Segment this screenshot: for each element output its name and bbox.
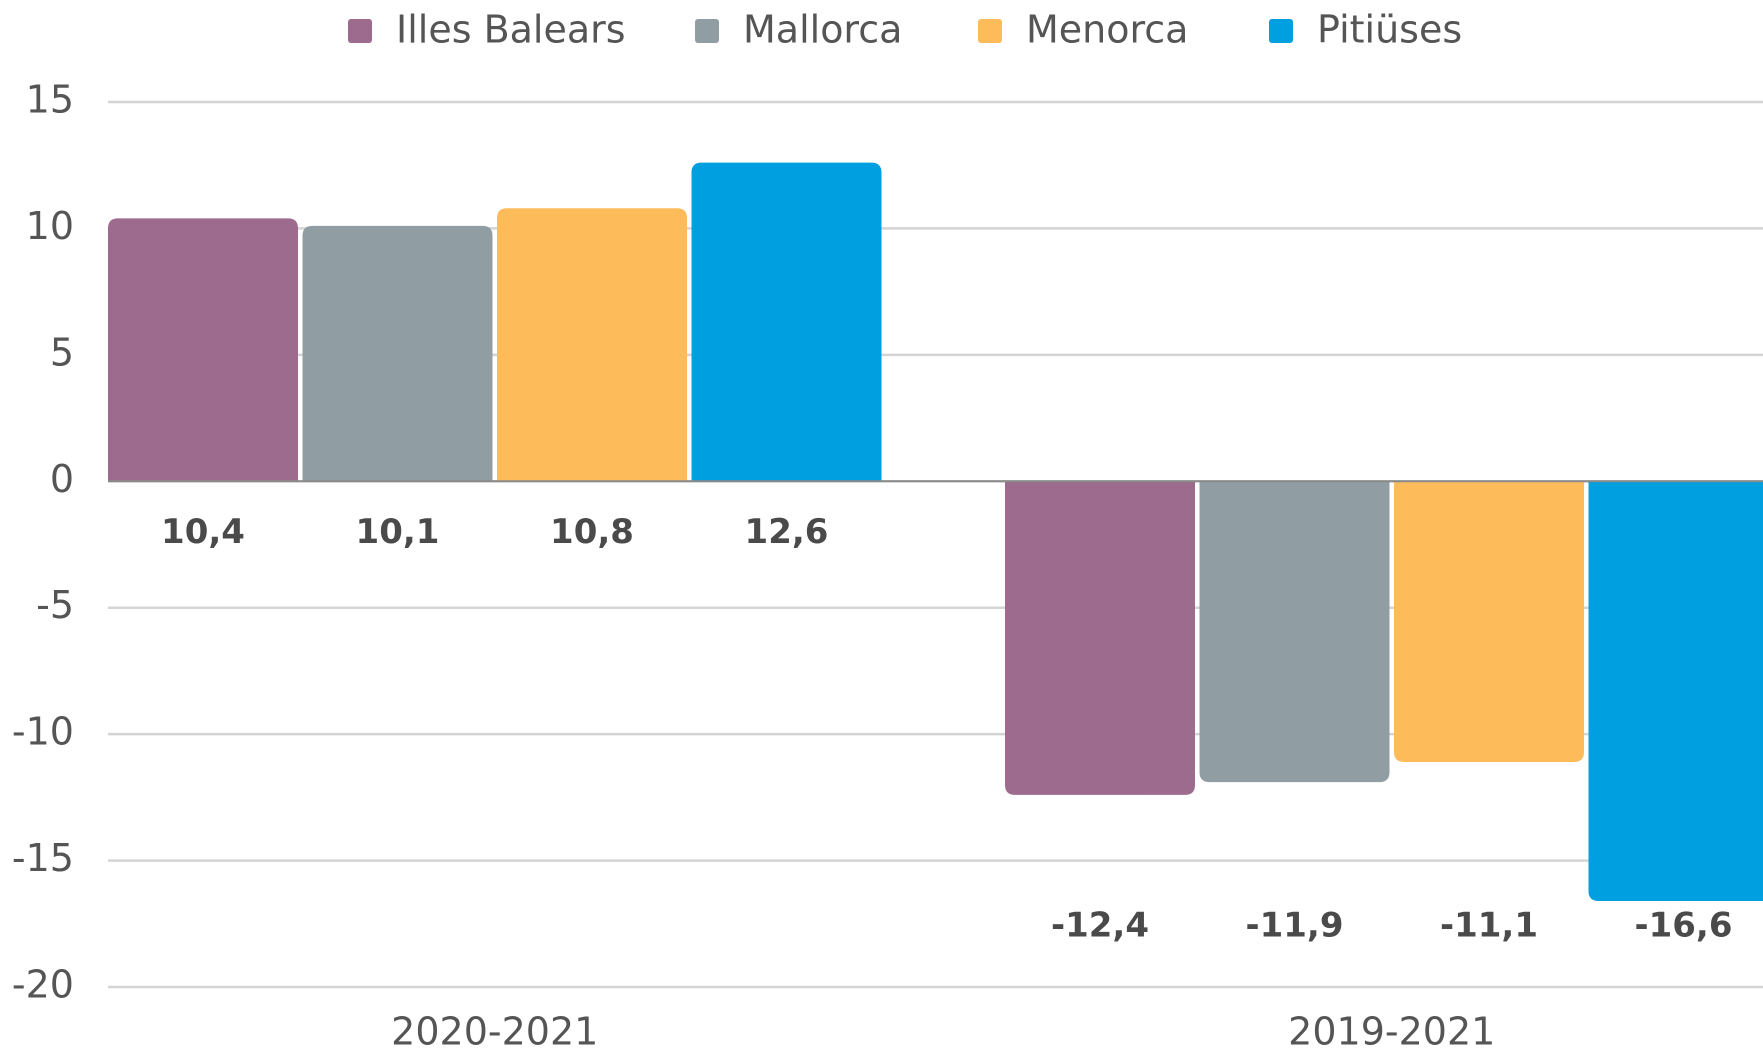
bar — [108, 218, 298, 482]
y-tick-label: -10 — [12, 710, 74, 754]
y-tick-label: 5 — [50, 330, 74, 374]
value-label: 10,4 — [161, 512, 245, 552]
bar — [1588, 481, 1763, 902]
bar — [1394, 481, 1584, 762]
y-tick-label: -20 — [12, 963, 74, 1007]
value-label: -11,1 — [1440, 906, 1538, 946]
y-tick-label: 10 — [26, 204, 74, 248]
legend-swatch — [978, 19, 1002, 43]
x-tick-label: 2020-2021 — [391, 1010, 598, 1054]
bar — [1005, 481, 1195, 795]
x-tick-label: 2019-2021 — [1288, 1010, 1495, 1054]
y-tick-label: -5 — [36, 583, 74, 627]
bar — [302, 225, 493, 482]
bar — [497, 208, 687, 482]
legend-label: Menorca — [1026, 8, 1188, 52]
legend-swatch — [695, 19, 719, 43]
value-label: 10,1 — [356, 512, 440, 552]
bar — [1199, 481, 1390, 783]
legend-swatch — [348, 19, 372, 43]
legend-label: Mallorca — [743, 8, 902, 52]
legend-label: Illes Balears — [396, 8, 626, 52]
legend-label: Pitiüses — [1317, 8, 1462, 52]
legend-swatch — [1269, 19, 1293, 43]
y-tick-label: 15 — [26, 78, 74, 122]
value-label: 10,8 — [550, 512, 634, 552]
y-tick-label: -15 — [12, 836, 74, 880]
value-label: -12,4 — [1051, 906, 1149, 946]
value-label: -11,9 — [1246, 906, 1344, 946]
value-label: 12,6 — [745, 512, 829, 552]
bar — [691, 162, 882, 482]
value-label: -16,6 — [1635, 906, 1733, 946]
y-tick-label: 0 — [50, 457, 74, 501]
